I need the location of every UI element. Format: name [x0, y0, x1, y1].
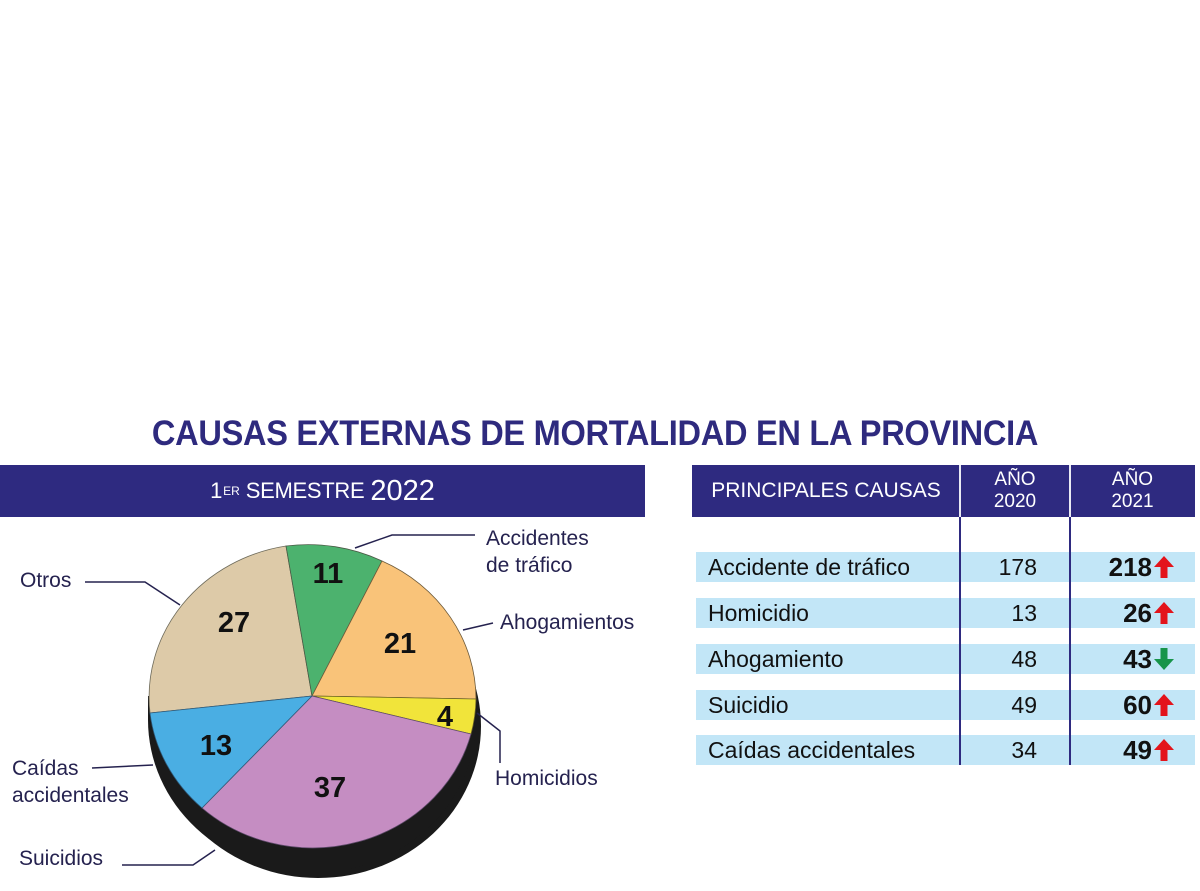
label-accidentes-line2: de tráfico — [486, 554, 573, 577]
semester-year: 2022 — [370, 474, 435, 507]
cell-cause: Ahogamiento — [708, 646, 844, 672]
arrow-up-icon — [1154, 602, 1174, 624]
value-homicidios: 4 — [437, 701, 453, 733]
cell-cause: Suicidio — [708, 692, 789, 718]
header-divider — [1069, 465, 1071, 517]
slice-suicidios — [201, 695, 472, 849]
leader-otros — [85, 581, 181, 606]
cell-2020: 48 — [1011, 646, 1037, 672]
cell-2021: 218 — [1108, 552, 1152, 582]
slice-ahogamientos — [311, 560, 477, 700]
semester-ordinal: 1 — [210, 478, 223, 503]
arrow-up-icon — [1154, 694, 1174, 716]
leader-caidas — [91, 764, 154, 769]
label-accidentes-line1: Accidentes — [486, 527, 589, 550]
column-divider — [1069, 465, 1071, 765]
table-row: Caídas accidentales 34 49 — [696, 735, 1195, 765]
cell-2020: 178 — [998, 554, 1037, 580]
label-suicidios: Suicidios — [19, 847, 104, 870]
slice-accidentes — [285, 544, 383, 698]
table-row: Suicidio 49 60 — [696, 690, 1195, 720]
slice-caidas — [149, 695, 314, 809]
leader-homicidios — [476, 712, 501, 763]
arrow-up-icon — [1154, 739, 1174, 761]
cell-2021: 49 — [1123, 735, 1152, 765]
value-otros: 27 — [218, 607, 250, 639]
cell-2021: 60 — [1123, 690, 1152, 720]
label-otros: Otros — [20, 569, 72, 592]
cell-2020: 13 — [1011, 600, 1037, 626]
value-caidas: 13 — [200, 730, 232, 762]
leader-ahogamientos — [462, 622, 494, 631]
semester-header: 1 ER SEMESTRE 2022 — [0, 465, 645, 517]
header-2021: AÑO 2021 — [1070, 465, 1195, 517]
pie-chart: 11 21 4 37 13 27 — [85, 534, 501, 878]
leader-accidentes — [354, 534, 475, 549]
arrow-up-icon — [1154, 556, 1174, 578]
cell-cause: Homicidio — [708, 600, 809, 626]
label-homicidios: Homicidios — [495, 767, 598, 790]
header-divider — [959, 465, 961, 517]
label-accidentes: Accidentes de tráfico — [486, 525, 589, 579]
table-row: Homicidio 13 26 — [696, 598, 1195, 628]
leader-suicidios — [122, 849, 216, 866]
table-header: PRINCIPALES CAUSAS AÑO 2020 AÑO 2021 — [692, 465, 1195, 517]
page-title: CAUSAS EXTERNAS DE MORTALIDAD EN LA PROV… — [151, 414, 1039, 453]
header-2020-line2: 2020 — [993, 491, 1037, 512]
header-2020-line1: AÑO — [994, 469, 1036, 490]
slice-otros — [148, 545, 313, 714]
cell-2020: 49 — [1011, 692, 1037, 718]
semester-ordinal-sup: ER — [223, 484, 240, 498]
table-row: Accidente de tráfico 178 218 — [696, 552, 1195, 582]
cell-2021: 26 — [1123, 598, 1152, 628]
label-caidas: Caídas accidentales — [12, 755, 129, 809]
header-2020: AÑO 2020 — [960, 465, 1070, 517]
value-suicidios: 37 — [314, 772, 346, 804]
header-2021-line1: AÑO — [1111, 469, 1154, 490]
label-ahogamientos: Ahogamientos — [500, 611, 635, 634]
cell-2021: 43 — [1123, 644, 1152, 674]
arrow-down-icon — [1154, 648, 1174, 670]
semester-label: SEMESTRE — [245, 478, 365, 503]
header-2021-line2: 2021 — [1111, 491, 1154, 512]
column-divider — [959, 465, 961, 765]
value-accidentes: 11 — [313, 558, 344, 590]
label-caidas-line1: Caídas — [12, 757, 79, 780]
header-cause: PRINCIPALES CAUSAS — [711, 479, 941, 502]
cell-cause: Accidente de tráfico — [708, 554, 911, 580]
cell-cause: Caídas accidentales — [708, 737, 916, 763]
cell-2020: 34 — [1011, 737, 1037, 763]
value-ahogamientos: 21 — [384, 628, 416, 660]
table-row: Ahogamiento 48 43 — [696, 644, 1195, 674]
label-caidas-line2: accidentales — [12, 784, 129, 807]
